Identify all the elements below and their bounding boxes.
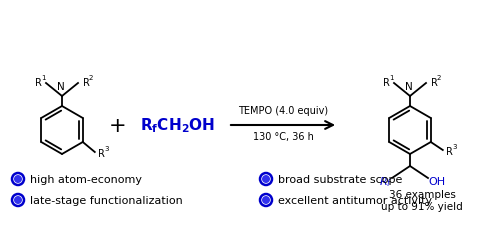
Text: $\bf{R_fCH_2OH}$: $\bf{R_fCH_2OH}$ [140, 116, 216, 135]
Text: N: N [405, 82, 413, 92]
Text: excellent antitumor activity: excellent antitumor activity [278, 195, 432, 205]
Circle shape [12, 173, 24, 185]
Text: N: N [57, 82, 65, 92]
Text: late-stage functionalization: late-stage functionalization [30, 195, 183, 205]
Text: broad substrate scope: broad substrate scope [278, 174, 402, 184]
Text: R: R [446, 146, 453, 156]
Text: 130 °C, 36 h: 130 °C, 36 h [252, 131, 314, 141]
Text: R: R [34, 78, 42, 88]
Text: 2: 2 [89, 75, 93, 81]
Text: TEMPO (4.0 equiv): TEMPO (4.0 equiv) [238, 106, 328, 115]
Text: R: R [82, 78, 89, 88]
Text: high atom-economy: high atom-economy [30, 174, 142, 184]
Text: 1: 1 [389, 75, 393, 81]
Text: R: R [430, 78, 438, 88]
Text: up to 91% yield: up to 91% yield [381, 201, 463, 211]
Text: +: + [109, 115, 127, 135]
Text: $R_f$: $R_f$ [380, 174, 392, 188]
Text: R: R [98, 148, 105, 158]
Circle shape [260, 194, 272, 206]
Circle shape [12, 194, 24, 206]
Circle shape [262, 175, 270, 183]
Circle shape [262, 196, 270, 204]
Circle shape [260, 173, 272, 185]
Text: OH: OH [428, 176, 446, 186]
Circle shape [14, 175, 22, 183]
Text: R: R [382, 78, 390, 88]
Text: 3: 3 [104, 145, 109, 151]
Text: 3: 3 [452, 143, 457, 149]
Circle shape [14, 196, 22, 204]
Text: 2: 2 [437, 75, 441, 81]
Text: 36 examples: 36 examples [388, 189, 456, 199]
Text: 1: 1 [41, 75, 45, 81]
